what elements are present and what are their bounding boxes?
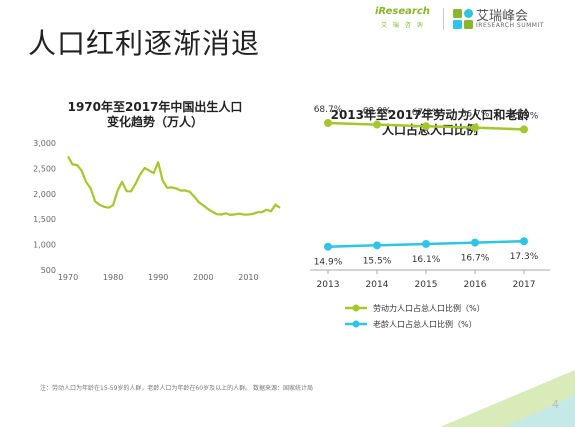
data-point	[324, 242, 332, 251]
summit-icon	[453, 9, 473, 29]
birth-chart-title: 1970年至2017年中国出生人口 变化趋势（万人）	[40, 100, 270, 130]
x-tick-label: 2014	[366, 280, 389, 290]
data-label: 67.3%	[412, 108, 441, 118]
y-tick-label: 2,000	[33, 190, 56, 199]
page-number: 4	[552, 398, 559, 411]
birth-line	[67, 155, 281, 217]
summit-english-name: IRESEARCH SUMMIT	[476, 22, 544, 29]
data-label: 17.3%	[510, 252, 539, 262]
iresearch-logo: iResearch 艾 瑞 咨 询	[375, 6, 439, 32]
logo-divider	[443, 8, 444, 30]
y-tick-label: 3,000	[33, 139, 56, 148]
legend-marker	[352, 304, 360, 312]
decorative-waves	[440, 370, 575, 427]
iresearch-logo-word: iResearch	[375, 6, 430, 17]
data-point	[471, 123, 479, 132]
population-ratio-chart: 2013 2014 2015 2016 2017 68.7% 68.0% 67.3% 66.7%…	[310, 105, 550, 329]
data-point	[422, 239, 430, 248]
data-label: 66.7%	[461, 110, 490, 120]
footnote: 注：劳动人口为年龄在15-59岁的人群，老龄人口为年龄在60岁及以上的人群。 数…	[40, 385, 313, 392]
data-point	[373, 120, 381, 129]
logo-area: iResearch 艾 瑞 咨 询 艾瑞峰会 IRESEARCH SUMMIT	[375, 6, 570, 32]
decorative-wave-cyan	[505, 395, 575, 427]
data-label: 65.9%	[510, 111, 539, 121]
y-tick-label: 1,500	[33, 215, 56, 224]
birth-chart-title-line-2: 变化趋势（万人）	[106, 115, 203, 129]
legend-label: 老龄人口占总人口比例（%）	[373, 319, 477, 329]
data-point	[520, 237, 528, 246]
iresearch-logo-subtitle: 艾 瑞 咨 询	[381, 22, 425, 29]
x-tick-label: 2000	[193, 273, 213, 282]
data-point	[324, 118, 332, 127]
x-tick-label: 2017	[513, 280, 536, 290]
data-point	[373, 241, 381, 250]
x-tick-label: 1990	[148, 273, 168, 282]
data-label: 68.7%	[314, 105, 343, 115]
x-tick-label: 2010	[238, 273, 258, 282]
x-tick-label: 1980	[103, 273, 123, 282]
birth-trend-chart: 500 1,000 1,500 2,000 2,500 3,000 1970 1980 1990…	[33, 139, 281, 282]
data-point	[520, 125, 528, 134]
x-tick-label: 1970	[58, 273, 78, 282]
birth-chart-title-line-1: 1970年至2017年中国出生人口	[67, 100, 243, 114]
y-tick-label: 500	[41, 266, 56, 275]
page-title: 人口红利逐渐消退	[28, 27, 261, 60]
x-tick-label: 2016	[464, 280, 487, 290]
x-tick-label: 2013	[317, 280, 340, 290]
data-point	[471, 238, 479, 247]
ratio-chart-title-line-1: 2013年至2017年劳动力人口和老龄	[330, 108, 530, 122]
y-tick-label: 2,500	[33, 164, 56, 173]
data-label: 15.5%	[363, 256, 392, 266]
x-tick-label: 2015	[415, 280, 438, 290]
data-label: 68.0%	[363, 107, 392, 117]
data-label: 14.9%	[314, 258, 343, 268]
data-point	[422, 122, 430, 131]
data-label: 16.7%	[461, 254, 490, 264]
data-label: 16.1%	[412, 255, 441, 265]
legend-label: 劳动力人口占总人口比例（%）	[373, 303, 485, 313]
summit-name: 艾瑞峰会	[476, 9, 529, 24]
y-tick-label: 1,000	[33, 241, 56, 250]
legend-marker	[352, 320, 360, 328]
